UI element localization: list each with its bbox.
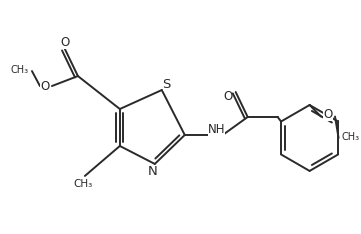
Text: S: S xyxy=(162,77,171,91)
Text: CH₃: CH₃ xyxy=(11,65,29,75)
Text: NH: NH xyxy=(208,124,226,136)
Text: O: O xyxy=(60,36,70,49)
Text: CH₃: CH₃ xyxy=(342,132,360,142)
Text: O: O xyxy=(323,108,332,121)
Text: O: O xyxy=(223,90,232,102)
Text: CH₃: CH₃ xyxy=(73,179,92,189)
Text: N: N xyxy=(148,165,158,179)
Text: O: O xyxy=(40,80,49,92)
